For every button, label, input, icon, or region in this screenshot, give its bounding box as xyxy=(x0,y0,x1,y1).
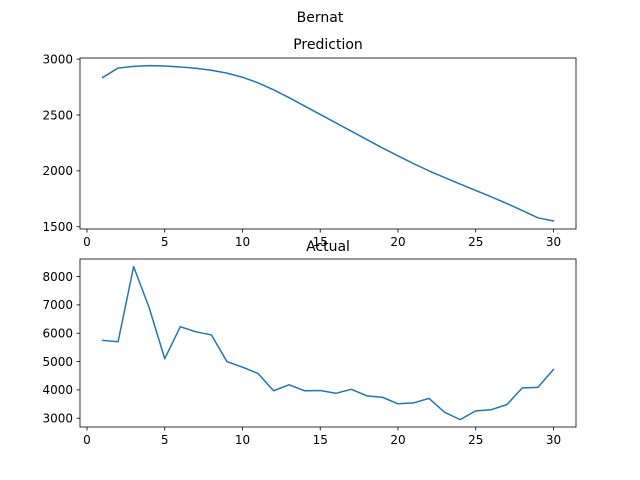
actual-x-tick-label-5: 5 xyxy=(161,433,169,447)
prediction-title: Prediction xyxy=(293,37,363,53)
actual-y-tick-label-4000: 4000 xyxy=(42,383,73,397)
actual-y-tick-label-7000: 7000 xyxy=(42,298,73,312)
actual-x-tick-label-0: 0 xyxy=(83,433,91,447)
prediction-axes-frame xyxy=(79,57,577,230)
actual-x-tick-label-10: 10 xyxy=(235,433,250,447)
prediction-series-line-0 xyxy=(101,64,555,222)
prediction-y-tick-label-1500: 1500 xyxy=(42,220,73,234)
prediction-x-tick-label-25: 25 xyxy=(468,235,483,249)
actual-y-tick-label-6000: 6000 xyxy=(42,327,73,341)
prediction-x-tick-label-10: 10 xyxy=(235,235,250,249)
prediction-y-tick-label-3000: 3000 xyxy=(42,52,73,66)
actual-x-tick-label-15: 15 xyxy=(313,433,328,447)
prediction-x-tick-label-20: 20 xyxy=(390,235,405,249)
actual-x-tick-label-25: 25 xyxy=(468,433,483,447)
actual-x-tick-label-30: 30 xyxy=(546,433,561,447)
prediction-axes: Prediction 0 5 10 15 20 25 30 1500 2000 2500 3000 xyxy=(42,37,577,249)
prediction-y-tick-label-2500: 2500 xyxy=(42,108,73,122)
actual-y-tick-label-8000: 8000 xyxy=(42,270,73,284)
prediction-y-tick-label-2000: 2000 xyxy=(42,164,73,178)
prediction-x-tick-label-15: 15 xyxy=(313,235,328,249)
actual-title: Actual xyxy=(306,239,350,255)
actual-series-line-0 xyxy=(101,265,555,421)
actual-axes: Actual 0 5 10 15 20 25 30 3000 4000 5000 6000 7000 8… xyxy=(42,239,577,447)
prediction-x-tick-label-5: 5 xyxy=(161,235,169,249)
actual-axes-frame xyxy=(79,258,577,428)
figure-suptitle: Bernat xyxy=(297,10,344,26)
prediction-x-tick-label-30: 30 xyxy=(546,235,561,249)
actual-y-tick-label-3000: 3000 xyxy=(42,412,73,426)
actual-x-tick-label-20: 20 xyxy=(390,433,405,447)
actual-y-tick-label-5000: 5000 xyxy=(42,355,73,369)
prediction-x-tick-label-0: 0 xyxy=(83,235,91,249)
